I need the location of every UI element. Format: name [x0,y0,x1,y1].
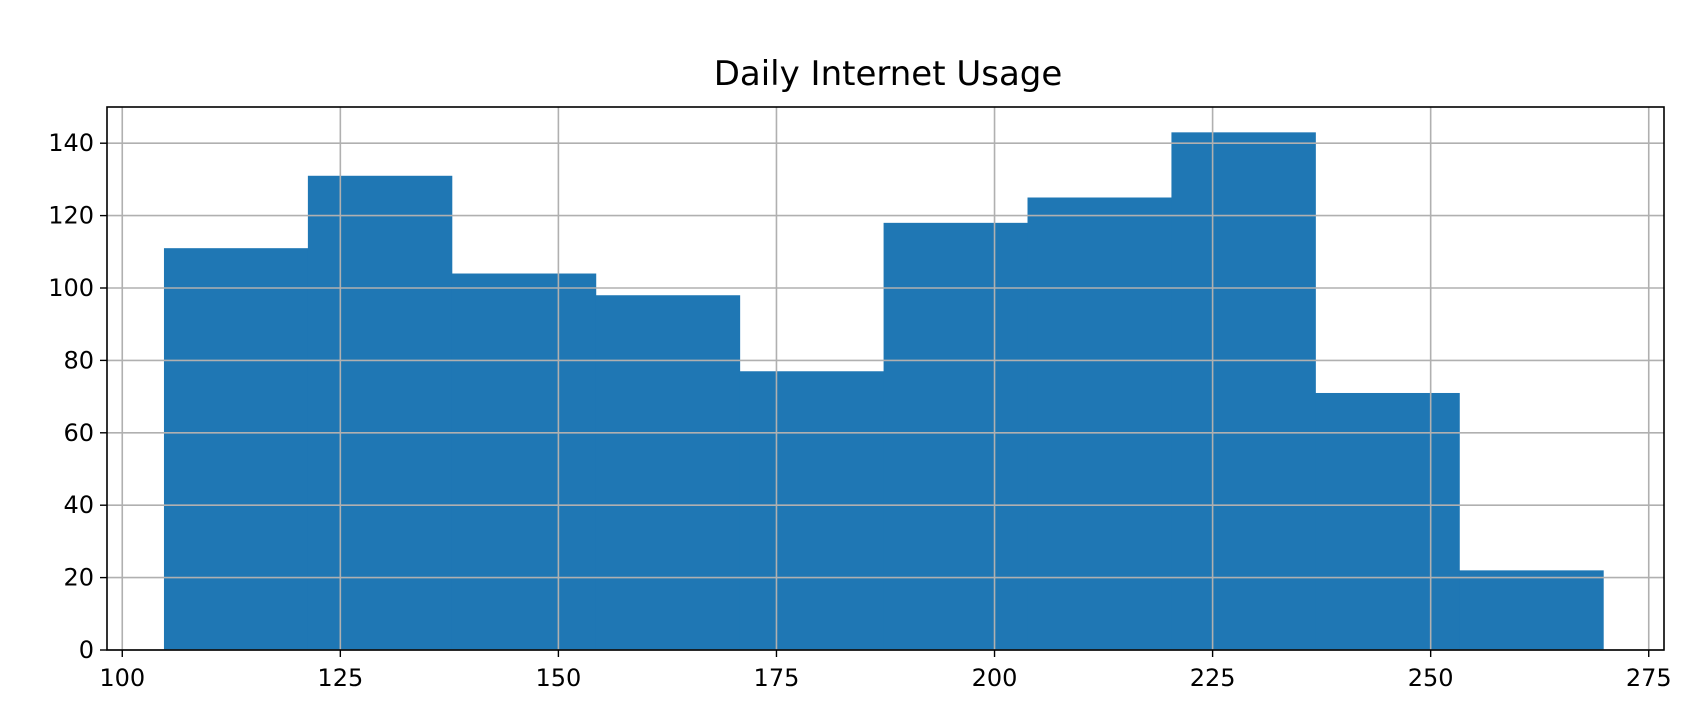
y-tick-label: 40 [63,491,94,519]
histogram-bar [1459,570,1604,650]
x-tick-label: 250 [1408,664,1454,692]
y-tick-label: 20 [63,564,94,592]
y-tick-label: 140 [48,129,94,157]
chart-title: Daily Internet Usage [714,54,1063,94]
x-tick-label: 200 [972,664,1018,692]
axis-ticks: 100 125 150 175 200 225 250 275 0 20 40 60 80 100 120 1… [48,129,1671,692]
histogram-bar [307,175,453,650]
y-tick-label: 80 [63,346,94,374]
y-tick-label: 0 [79,636,94,664]
histogram-bar [451,273,597,650]
axes-frame [106,106,1665,651]
plot-area: 100 125 150 175 200 225 250 275 0 20 40 60 80 100 120 1… [48,106,1672,692]
x-tick-label: 100 [99,664,145,692]
y-tick-label: 120 [48,202,94,230]
y-tick-label: 100 [48,274,94,302]
histogram-bars [163,132,1604,651]
x-tick-label: 275 [1626,664,1672,692]
x-tick-label: 225 [1190,664,1236,692]
histogram-bar [739,371,885,650]
histogram-bar [1171,132,1316,651]
x-tick-label: 150 [535,664,581,692]
x-tick-label: 125 [317,664,363,692]
x-tick-label: 175 [754,664,800,692]
histogram-bar [595,295,741,650]
histogram-bar [163,248,309,650]
histogram-bar [1315,392,1460,650]
y-tick-label: 60 [63,419,94,447]
histogram-bar [1027,197,1172,650]
histogram-bar [883,222,1028,650]
